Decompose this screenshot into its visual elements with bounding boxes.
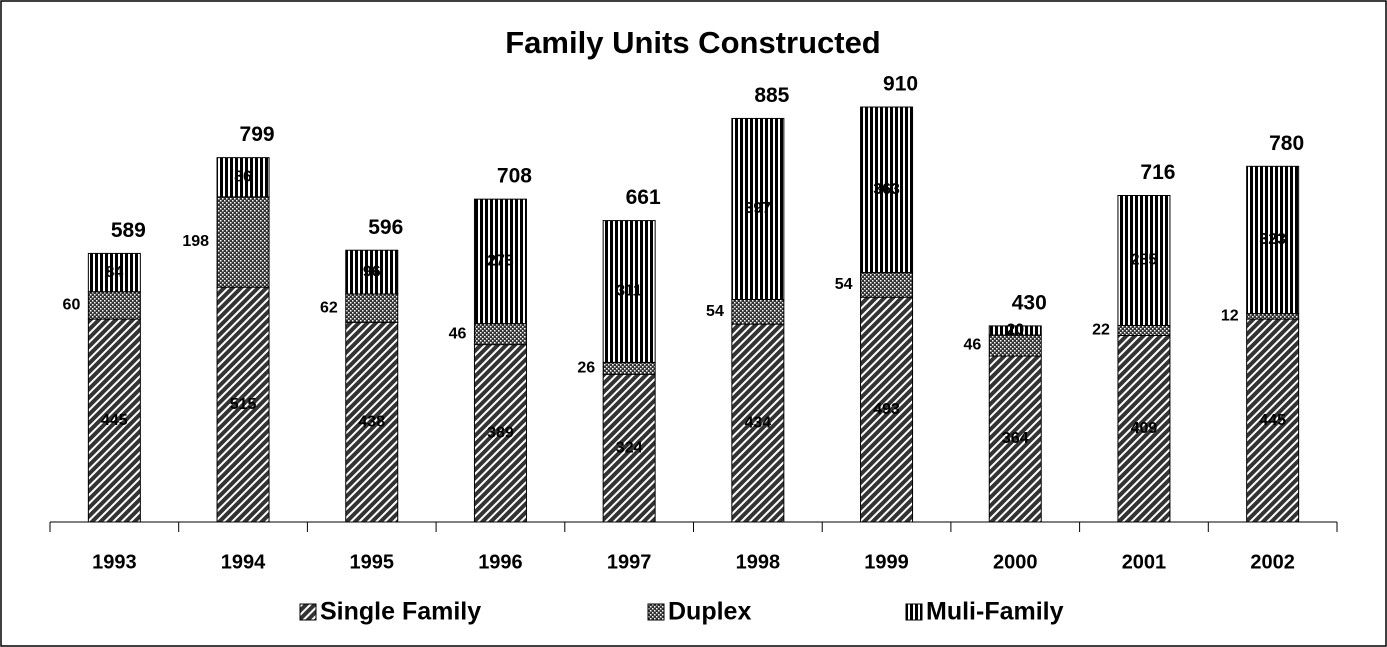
total-label: 589 bbox=[111, 219, 146, 242]
bar-segment bbox=[216, 157, 270, 198]
bar-segment bbox=[345, 321, 399, 523]
x-tick-label: 1995 bbox=[350, 551, 395, 573]
data-label: 62 bbox=[320, 299, 338, 316]
bar-segment bbox=[473, 198, 527, 325]
bar-segment bbox=[731, 117, 785, 300]
data-label: 12 bbox=[1221, 308, 1239, 325]
x-tick-label: 1996 bbox=[478, 551, 523, 573]
bar-segment bbox=[731, 298, 785, 325]
data-label: 409 bbox=[1131, 420, 1158, 437]
bar-segment bbox=[1117, 324, 1171, 336]
data-label: 445 bbox=[1259, 412, 1286, 429]
x-tick-label: 1999 bbox=[864, 551, 909, 573]
legend-label: Single Family bbox=[320, 598, 481, 626]
data-label: 389 bbox=[487, 425, 514, 442]
data-label: 86 bbox=[234, 168, 252, 185]
legend-swatch bbox=[905, 603, 923, 621]
legend-swatch bbox=[647, 603, 665, 621]
data-label: 54 bbox=[835, 276, 853, 293]
data-label: 198 bbox=[182, 233, 209, 250]
bar-segment bbox=[87, 318, 141, 523]
total-label: 661 bbox=[626, 186, 661, 209]
bar-segment bbox=[860, 106, 914, 274]
bar-segment bbox=[1117, 334, 1171, 523]
bar-segment bbox=[988, 325, 1042, 336]
data-label: 438 bbox=[358, 413, 385, 430]
data-label: 22 bbox=[1092, 322, 1110, 339]
data-label: 60 bbox=[63, 297, 81, 314]
x-tick-label: 2000 bbox=[993, 551, 1038, 573]
data-label: 397 bbox=[744, 200, 771, 217]
bar-segment bbox=[860, 272, 914, 298]
total-label: 910 bbox=[883, 73, 918, 96]
bar-segment bbox=[860, 296, 914, 523]
data-label: 434 bbox=[744, 414, 771, 431]
data-label: 364 bbox=[1002, 430, 1029, 447]
bar-segment bbox=[1246, 318, 1300, 523]
chart-title: Family Units Constructed bbox=[505, 25, 881, 60]
legend-label: Muli-Family bbox=[926, 598, 1064, 626]
x-tick-label: 1993 bbox=[92, 551, 137, 573]
data-label: 363 bbox=[873, 181, 900, 198]
legend-label: Duplex bbox=[668, 598, 751, 626]
bar-segment bbox=[1117, 195, 1171, 326]
total-label: 780 bbox=[1269, 132, 1304, 155]
data-label: 46 bbox=[449, 325, 467, 342]
bar-segment bbox=[216, 196, 270, 288]
bar-segment bbox=[473, 344, 527, 523]
data-label: 96 bbox=[363, 263, 381, 280]
data-label: 493 bbox=[873, 401, 900, 418]
bar-segment bbox=[988, 355, 1042, 523]
bar-segment bbox=[345, 249, 399, 295]
total-label: 716 bbox=[1140, 161, 1175, 184]
total-label: 885 bbox=[754, 84, 789, 107]
legend-swatch bbox=[299, 603, 317, 621]
bar-segment bbox=[602, 361, 656, 375]
bar-segment bbox=[602, 220, 656, 363]
data-label: 311 bbox=[616, 283, 642, 300]
data-label: 445 bbox=[101, 412, 128, 429]
bar-segment bbox=[87, 252, 141, 293]
data-label: 273 bbox=[487, 253, 514, 270]
data-label: 84 bbox=[105, 264, 123, 281]
x-tick-label: 1994 bbox=[221, 551, 266, 573]
data-label: 46 bbox=[963, 337, 981, 354]
bar-segment bbox=[1246, 313, 1300, 320]
bar-segment bbox=[731, 323, 785, 523]
data-label: 323 bbox=[1259, 231, 1286, 248]
data-label: 515 bbox=[230, 396, 257, 413]
total-label: 430 bbox=[1012, 291, 1047, 314]
data-label: 324 bbox=[616, 439, 643, 456]
bar-segment bbox=[87, 291, 141, 320]
bar-segment bbox=[473, 323, 527, 346]
x-tick-label: 2001 bbox=[1122, 551, 1167, 573]
data-label: 20 bbox=[1006, 322, 1024, 339]
total-label: 596 bbox=[368, 216, 403, 239]
data-label: 285 bbox=[1131, 252, 1158, 269]
bar-segment bbox=[345, 293, 399, 323]
x-tick-label: 2002 bbox=[1250, 551, 1295, 573]
data-label: 54 bbox=[706, 303, 724, 320]
data-label: 26 bbox=[577, 360, 595, 377]
x-tick-label: 1998 bbox=[736, 551, 781, 573]
total-label: 708 bbox=[497, 165, 532, 188]
total-label: 799 bbox=[240, 123, 275, 146]
x-tick-label: 1997 bbox=[607, 551, 652, 573]
bar-segment bbox=[1246, 165, 1300, 315]
